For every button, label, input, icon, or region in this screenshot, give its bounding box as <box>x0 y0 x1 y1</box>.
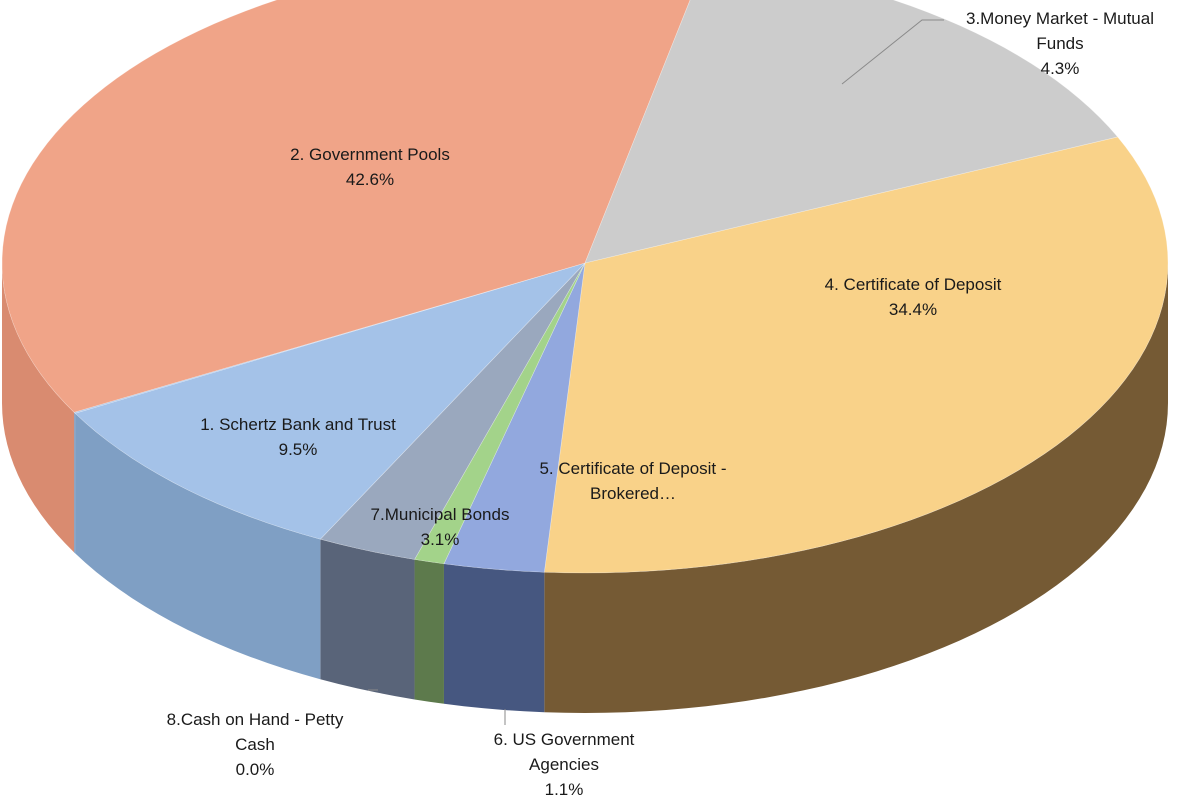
pie-slice-6 <box>414 262 586 565</box>
slice-name-8: 8.Cash on Hand - Petty <box>167 710 344 729</box>
slice-label-6: 6. US Government Agencies 1.1% <box>494 730 635 799</box>
slice-label-2: 2. Government Pools 42.6% <box>290 145 450 189</box>
slice-label-3: 3.Money Market - Mutual Funds 4.3% <box>966 9 1154 78</box>
pie-side-1 <box>75 413 321 680</box>
slice-labels: 1. Schertz Bank and Trust 9.5% 2. Governme… <box>167 9 1154 799</box>
pie-side-6 <box>414 559 444 704</box>
pie-tops <box>1 0 1169 574</box>
pie-sides <box>2 263 1168 713</box>
slice-label-1: 1. Schertz Bank and Trust 9.5% <box>200 415 396 459</box>
slice-name-7: 7.Municipal Bonds <box>371 505 510 524</box>
pie-side-5 <box>443 563 545 713</box>
slice-name-3: 3.Money Market - Mutual <box>966 9 1154 28</box>
slice-name-5: 5. Certificate of Deposit - <box>539 459 726 478</box>
leader-line-money-market <box>841 19 944 85</box>
slice-label-7: 7.Municipal Bonds 3.1% <box>371 505 510 549</box>
pie-slice-1 <box>74 262 586 540</box>
pie-side-2 <box>2 263 75 553</box>
pie-slice-2 <box>1 0 691 413</box>
slice-name-6: 6. US Government <box>494 730 635 749</box>
pie-slice-5 <box>443 262 586 573</box>
slice-value-6: 1.1% <box>545 780 584 799</box>
slice-value-4: 34.4% <box>889 300 937 319</box>
slice-value-2: 42.6% <box>346 170 394 189</box>
slice-name-3: Funds <box>1036 34 1083 53</box>
pie-side-7 <box>320 539 415 700</box>
slice-name-1: 1. Schertz Bank and Trust <box>200 415 396 434</box>
slice-value-3: 4.3% <box>1041 59 1080 78</box>
slice-value-1: 9.5% <box>279 440 318 459</box>
leader-lines <box>368 19 944 725</box>
slice-name-8: Cash <box>235 735 275 754</box>
slice-value-8: 0.0% <box>236 760 275 779</box>
slice-name-2: 2. Government Pools <box>290 145 450 164</box>
slice-label-4: 4. Certificate of Deposit 34.4% <box>825 275 1002 319</box>
slice-label-5: 5. Certificate of Deposit - Brokered… <box>539 459 726 503</box>
slice-label-8: 8.Cash on Hand - Petty Cash 0.0% <box>167 710 344 779</box>
pie-side-4 <box>544 263 1168 713</box>
slice-name-4: 4. Certificate of Deposit <box>825 275 1002 294</box>
slice-value-7: 3.1% <box>421 530 460 549</box>
slice-name-6: Agencies <box>529 755 599 774</box>
pie-slice-3 <box>584 0 1119 264</box>
pie-slice-7 <box>319 262 586 560</box>
pie-side-8 <box>74 412 76 554</box>
pie-slice-4 <box>543 136 1169 574</box>
slice-name-5: Brokered… <box>590 484 676 503</box>
